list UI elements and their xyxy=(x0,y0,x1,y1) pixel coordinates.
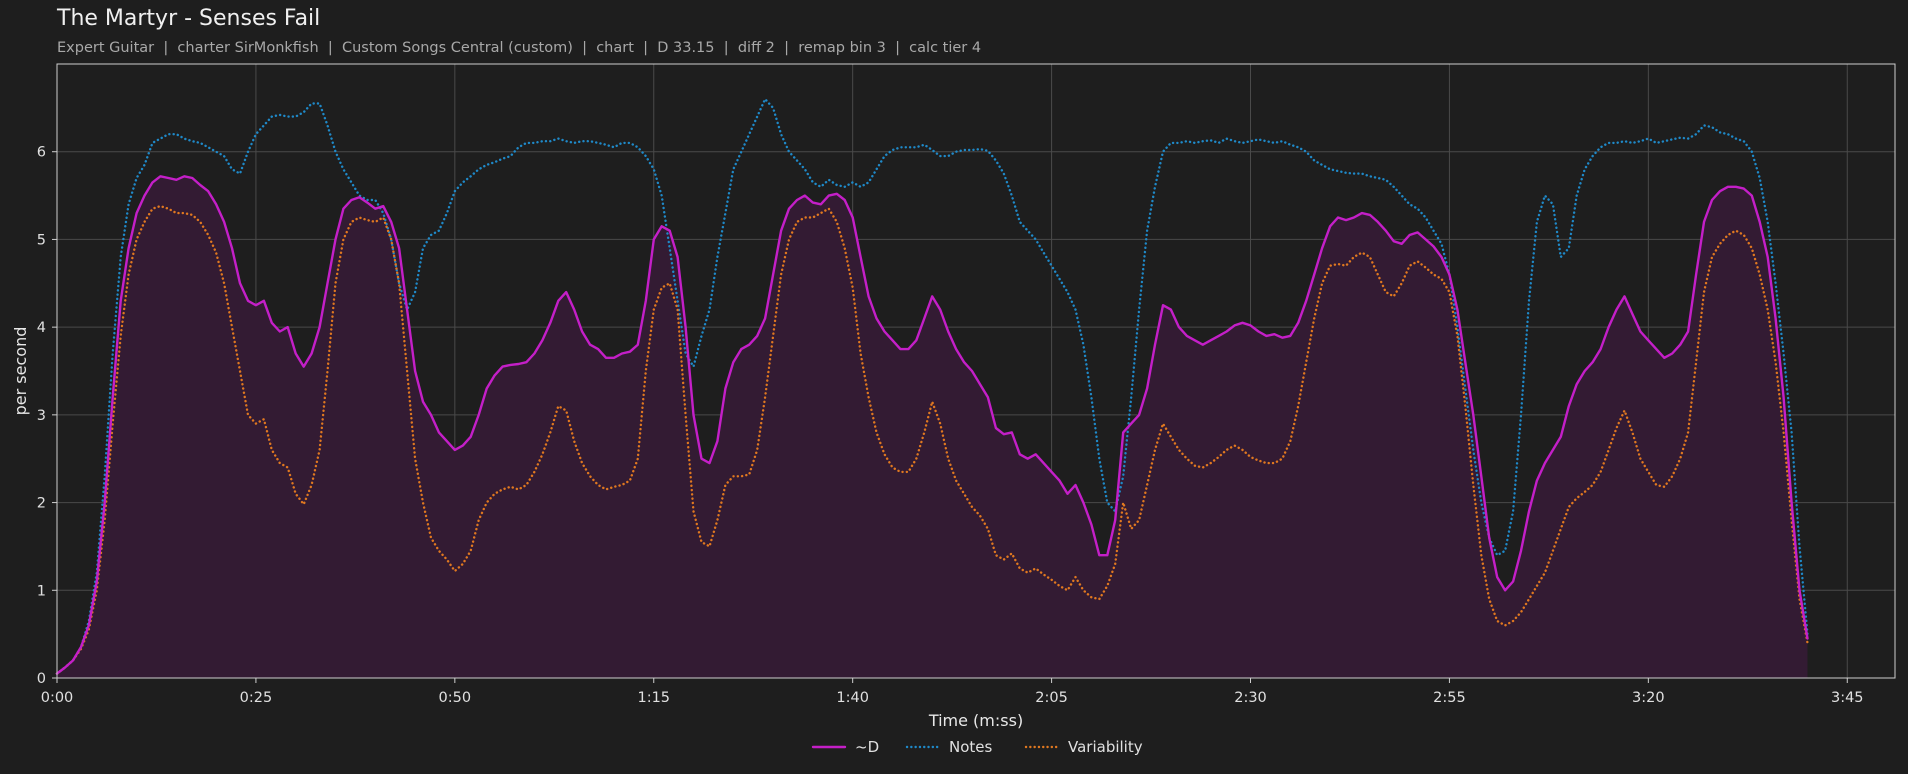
y-tick-label: 4 xyxy=(37,320,46,336)
y-axis-label: per second xyxy=(11,327,30,416)
y-tick-label: 1 xyxy=(37,583,46,599)
chart-subtitle: Expert Guitar | charter SirMonkfish | Cu… xyxy=(57,40,982,56)
x-tick-label: 2:55 xyxy=(1433,690,1466,706)
x-tick-label: 3:20 xyxy=(1632,690,1665,706)
legend-label: ~D xyxy=(855,738,879,756)
legend-label: Notes xyxy=(949,738,993,756)
x-tick-label: 0:00 xyxy=(41,690,74,706)
x-tick-label: 2:30 xyxy=(1234,690,1267,706)
x-tick-label: 0:50 xyxy=(439,690,472,706)
x-tick-label: 3:45 xyxy=(1831,690,1864,706)
legend-label: Variability xyxy=(1068,738,1143,756)
legend: ~D Notes Variability xyxy=(811,738,1143,756)
y-tick-label: 6 xyxy=(37,145,46,161)
plot-frame xyxy=(56,63,1896,679)
chart-title: The Martyr - Senses Fail xyxy=(57,6,321,31)
series-line xyxy=(55,175,1809,675)
series-line xyxy=(55,97,1809,675)
x-tick-label: 1:40 xyxy=(836,690,869,706)
y-tick-label: 3 xyxy=(37,408,46,424)
tick-labels: 0:00 0:25 0:50 1:15 1:40 2:05 2:30 2:55 3:20 3:45… xyxy=(37,145,1864,706)
x-tick-label: 1:15 xyxy=(637,690,670,706)
y-tick-label: 5 xyxy=(37,232,46,248)
x-tick-label: 0:25 xyxy=(240,690,273,706)
series-layer xyxy=(55,97,1809,679)
y-tick-label: 2 xyxy=(37,496,46,512)
x-axis-label: Time (m:ss) xyxy=(928,711,1023,730)
series-area xyxy=(57,176,1808,679)
series-line xyxy=(55,204,1809,675)
x-tick-label: 2:05 xyxy=(1035,690,1068,706)
y-tick-label: 0 xyxy=(37,671,46,687)
